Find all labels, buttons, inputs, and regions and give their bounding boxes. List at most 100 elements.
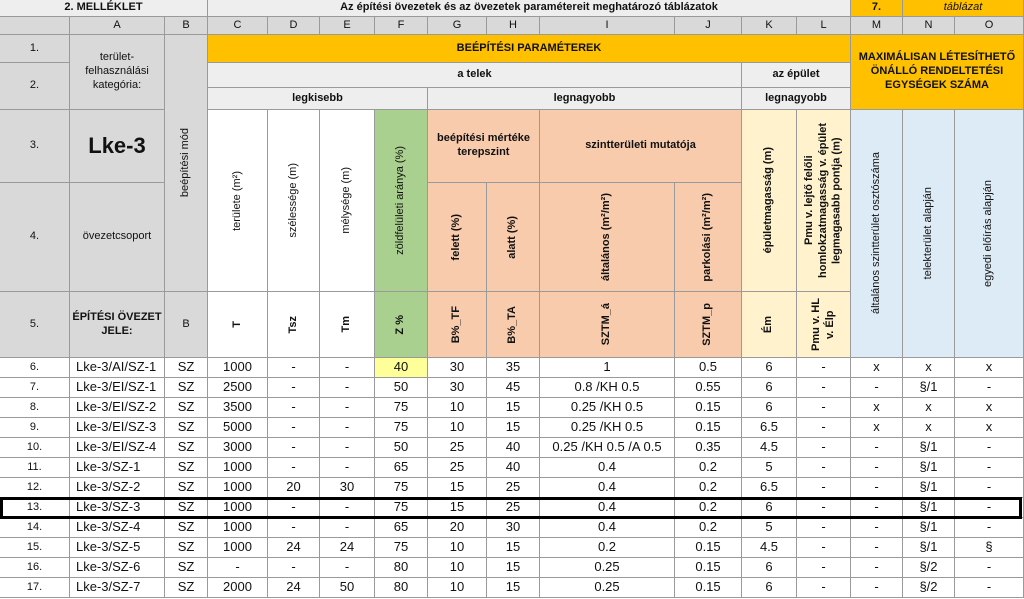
data-cell: - <box>320 378 375 398</box>
cell-text: általános (m²/m²) <box>600 192 613 281</box>
cell-text: O <box>984 18 994 31</box>
data-cell: 2000 <box>208 578 268 598</box>
cell-text: 24 <box>286 579 301 595</box>
data-cell: Lke-3/SZ-7 <box>70 578 165 598</box>
cell-text: SZ <box>177 379 195 395</box>
code: Ém <box>742 292 797 358</box>
data-cell: 4.5 <box>742 538 797 558</box>
data-cell: - <box>797 478 851 498</box>
cell-text: 24 <box>286 539 301 555</box>
cell-text: 5 <box>765 519 773 535</box>
row-number: 15. <box>0 538 70 558</box>
data-cell: SZ <box>165 558 208 578</box>
cell-text: 0.25 /KH 0.5 /A 0.5 <box>552 439 662 455</box>
data-cell: - <box>320 358 375 378</box>
cell-text: - <box>986 499 992 515</box>
data-cell: 75 <box>375 478 428 498</box>
data-cell: 1000 <box>208 358 268 378</box>
cell-text: telekterület alapján <box>921 187 934 280</box>
column-header: telekterület alapján <box>903 110 955 358</box>
row-number: 7. <box>0 378 70 398</box>
data-cell: SZ <box>165 518 208 538</box>
cell-text: 6 <box>765 379 773 395</box>
cell-text: - <box>821 519 826 535</box>
data-cell: 0.2 <box>675 458 742 478</box>
cell-text: 75 <box>393 539 409 555</box>
data-cell: Lke-3/SZ-6 <box>70 558 165 578</box>
cell-text: 12. <box>26 480 43 493</box>
cell-text: - <box>986 439 992 455</box>
cell-text: - <box>986 519 992 535</box>
cell-text: 15 <box>505 399 521 415</box>
cell-text: 1000 <box>223 519 252 535</box>
cell-text: 6 <box>765 399 773 415</box>
cell-text: - <box>291 459 296 475</box>
cell-text: 15 <box>449 479 465 495</box>
cell-text: - <box>291 359 296 375</box>
cell-text: 9. <box>29 420 40 433</box>
largest-header: legnagyobb <box>428 88 742 110</box>
data-cell: Lke-3/EI/SZ-4 <box>70 438 165 458</box>
cell-text: §/1 <box>919 439 938 455</box>
code: Z % <box>375 292 428 358</box>
cell-text: 3500 <box>223 399 252 415</box>
cell-text: 5000 <box>223 419 252 435</box>
data-cell: §/2 <box>903 578 955 598</box>
max-units-header: MAXIMÁLISAN LÉTESÍTHETŐ ÖNÁLLÓ RENDELTET… <box>851 35 1024 110</box>
cell-text: 0.4 <box>597 459 617 475</box>
largest-header: legnagyobb <box>742 88 851 110</box>
cell-text: §/2 <box>919 559 938 575</box>
cell-text: SZ <box>177 479 195 495</box>
data-cell: SZ <box>165 398 208 418</box>
cell-text: 50 <box>393 379 409 395</box>
data-cell: - <box>797 558 851 578</box>
cell-text: 15 <box>505 559 521 575</box>
data-cell: 24 <box>320 538 375 558</box>
cell-text: x <box>985 399 993 415</box>
data-cell: 6 <box>742 398 797 418</box>
data-cell: - <box>955 458 1024 478</box>
data-cell: 1000 <box>208 498 268 518</box>
data-cell: 0.8 /KH 0.5 <box>540 378 675 398</box>
cell-text: 0.35 <box>695 439 721 455</box>
cell-text: §/1 <box>919 499 938 515</box>
row-number: 17. <box>0 578 70 598</box>
cell-text: 80 <box>393 579 409 595</box>
cell-text: - <box>874 479 879 495</box>
data-cell: - <box>851 538 903 558</box>
building-header: az épület <box>742 63 851 88</box>
cell-text: Pmu v. HL v. Élp <box>809 298 836 351</box>
data-cell: x <box>851 398 903 418</box>
cell-text: 0.25 <box>594 559 620 575</box>
column-letter: D <box>268 17 320 35</box>
cell-text: - <box>344 359 350 375</box>
data-cell: - <box>320 418 375 438</box>
data-cell: - <box>851 438 903 458</box>
cell-text: - <box>874 519 879 535</box>
cell-text: F <box>397 18 405 31</box>
data-cell: - <box>851 458 903 478</box>
cell-text: - <box>874 559 879 575</box>
cell-text: épületmagasság (m) <box>762 147 775 254</box>
cell-text: B%_TA <box>506 305 519 344</box>
cell-text: Az építési övezetek és az övezetek param… <box>340 1 718 14</box>
cell-text: 3. <box>29 139 40 152</box>
column-header: parkolási (m²/m²) <box>675 183 742 292</box>
cell-text: Lke-3/EI/SZ-2 <box>76 399 157 415</box>
cell-text: Lke-3/AI/SZ-1 <box>76 359 157 375</box>
cell-text: 0.2 <box>698 499 718 515</box>
data-cell: 4.5 <box>742 438 797 458</box>
data-cell: - <box>797 438 851 458</box>
cell-text: L <box>820 18 827 31</box>
data-cell: 15 <box>487 418 540 438</box>
column-header: szélessége (m) <box>268 110 320 292</box>
data-cell: 80 <box>375 578 428 598</box>
cell-text: 0.15 <box>695 539 721 555</box>
code: B <box>165 292 208 358</box>
data-cell: 3500 <box>208 398 268 418</box>
data-cell: 15 <box>428 478 487 498</box>
cell-text: - <box>235 559 240 575</box>
data-cell: 24 <box>268 538 320 558</box>
cell-text: 7. <box>871 1 882 14</box>
cell-text: az épület <box>772 68 820 81</box>
